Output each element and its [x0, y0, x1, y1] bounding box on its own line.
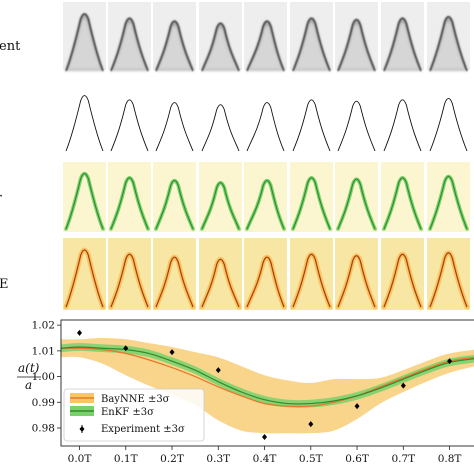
thumbnail-r4-c3 [153, 238, 196, 310]
experiment-point-5 [308, 421, 314, 428]
x-tick-label-7: 0.7T [391, 453, 415, 465]
experiment-point-0 [77, 329, 83, 336]
thumbnail-r1-c8 [381, 2, 424, 72]
x-tick-label-2: 0.2T [160, 453, 184, 465]
plot-frame [60, 319, 474, 447]
thumbnail-r2-c3 [155, 102, 194, 152]
thumbnail-r3-c9 [427, 162, 470, 232]
thumbnail-r2-c2 [110, 99, 149, 152]
experiment-point-6 [354, 403, 360, 410]
thumbnail-r4-c5 [244, 238, 287, 310]
thumbnail-r3-c8 [381, 162, 424, 232]
thumbnail-r1-c7 [335, 2, 378, 72]
experiment-point-8 [447, 358, 453, 365]
thumbnail-r2-c4 [201, 104, 240, 152]
y-tick-label-4: 1.02 [32, 320, 55, 332]
thumbnail-r1-c9 [427, 2, 470, 72]
thumbnail-r3-c3 [153, 162, 196, 232]
thumbnail-r1-c1 [63, 2, 106, 72]
x-tick-label-3: 0.3T [206, 453, 230, 465]
experiment-point-4 [262, 434, 268, 440]
legend: BayNNE ±3σ EnKF ±3σ Experiment ±3σ [63, 388, 205, 442]
x-tick-label-1: 0.1T [114, 453, 138, 465]
thumbnail-r2-c9 [429, 97, 468, 152]
y-tick-label-3: 1.01 [32, 345, 55, 357]
x-tick-label-6: 0.6T [345, 453, 369, 465]
y-axis: 0.98 0.99 1.00 1.01 1.02 [32, 320, 61, 435]
thumbnail-r4-c6 [290, 238, 333, 310]
x-axis: 0.0T 0.1T 0.2T 0.3T 0.4T 0.5T 0.6T 0.7T 0.8T [68, 446, 462, 465]
thumbnail-r3-c7 [335, 162, 378, 232]
thumbnail-r4-c4 [199, 238, 242, 310]
x-tick-label-4: 0.4T [253, 453, 277, 465]
experiment-point-1 [123, 345, 129, 352]
thumbnail-r3-c4 [199, 162, 242, 232]
thumbnail-r2-c7 [337, 100, 376, 152]
y-axis-label-numerator: a(t) [18, 361, 40, 375]
experiment-point-7 [400, 382, 406, 389]
y-tick-label-0: 0.98 [32, 423, 55, 435]
thumbnail-r3-c1 [63, 162, 106, 232]
experiment-points [77, 329, 453, 440]
thumbnail-r3-c2 [108, 162, 151, 232]
thumbnail-r4-c1 [63, 238, 106, 310]
experiment-point-3 [215, 367, 221, 374]
y-tick-label-1: 0.99 [32, 397, 55, 409]
thumbnail-r2-c1 [65, 95, 104, 152]
legend-label-experiment: Experiment ±3σ [101, 424, 185, 435]
y-tick-label-2: 1.00 [32, 371, 55, 383]
thumbnail-r1-c2 [108, 2, 151, 72]
x-tick-label-5: 0.5T [299, 453, 323, 465]
legend-swatch-experiment-marker [79, 426, 85, 432]
legend-label-baynne: BayNNE ±3σ [101, 394, 170, 405]
thumbnail-r4-c7 [335, 238, 378, 310]
thumbnail-r2-c6 [292, 99, 331, 152]
thumbnail-r1-c5 [244, 2, 287, 72]
legend-frame [63, 388, 205, 442]
y-axis-label-denominator: a [25, 378, 32, 392]
thumbnail-r2-c5 [246, 102, 285, 152]
thumbnail-r3-c6 [290, 162, 333, 232]
thumbnail-r3-c5 [244, 162, 287, 232]
thumbnail-r1-c6 [290, 2, 333, 72]
shape-thumbnail-grid [63, 2, 470, 310]
thumbnail-r4-c8 [381, 238, 424, 310]
row-label-enkf: · [0, 189, 3, 204]
row-label-baynne: E [0, 277, 9, 292]
thumbnail-r4-c9 [427, 238, 470, 310]
x-tick-label-0: 0.0T [68, 453, 92, 465]
thumbnail-r2-c8 [383, 99, 422, 152]
legend-label-enkf: EnKF ±3σ [101, 407, 154, 418]
thumbnail-r1-c3 [153, 2, 196, 72]
thumbnail-r4-c2 [108, 238, 151, 310]
x-tick-label-8: 0.8T [438, 453, 462, 465]
thumbnail-r1-c4 [199, 2, 242, 72]
row-label-experiment: ent [0, 39, 21, 54]
line-baynne [60, 347, 474, 408]
radius-time-series-chart: 0.98 0.99 1.00 1.01 1.02 0.0T 0.1T 0.2T 0.3T 0.4… [17, 319, 474, 465]
experiment-point-2 [169, 349, 175, 356]
